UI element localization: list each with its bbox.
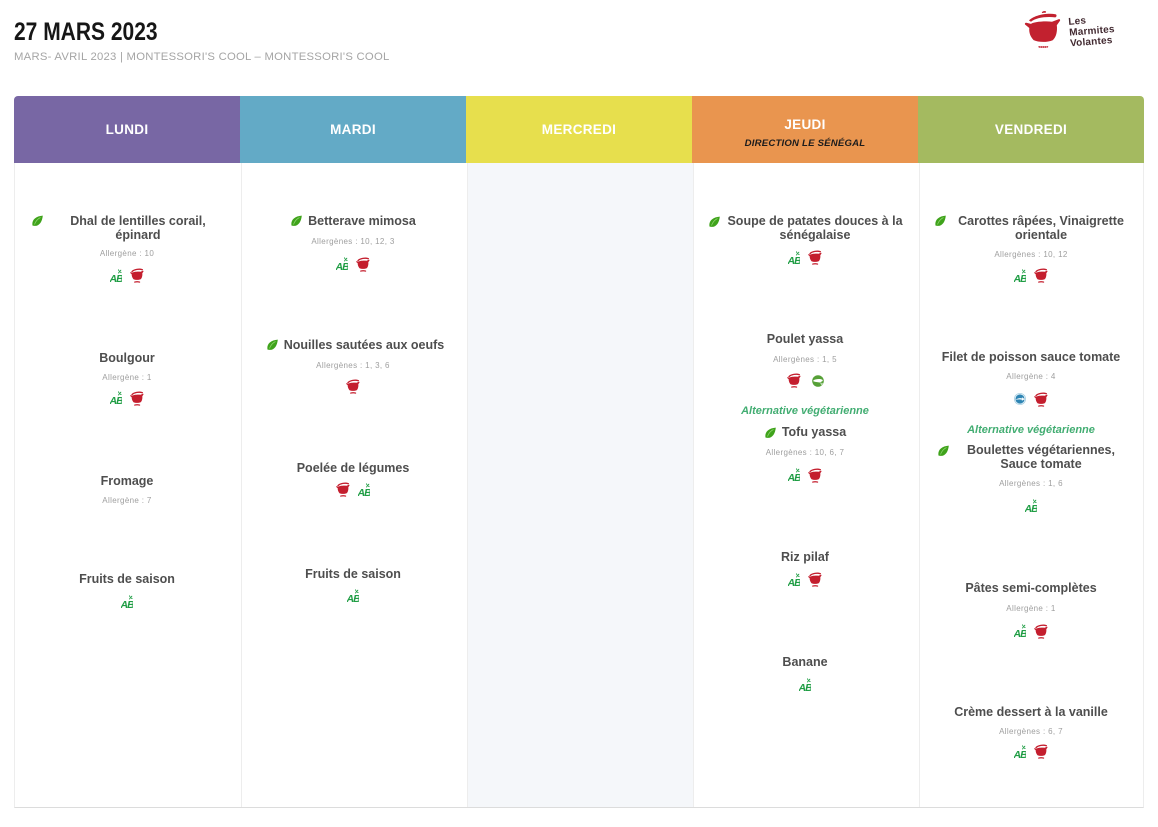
- svg-text:Volantes: Volantes: [1070, 35, 1114, 49]
- svg-text:Marmites: Marmites: [1069, 24, 1115, 39]
- svg-text:Les: Les: [1068, 15, 1087, 27]
